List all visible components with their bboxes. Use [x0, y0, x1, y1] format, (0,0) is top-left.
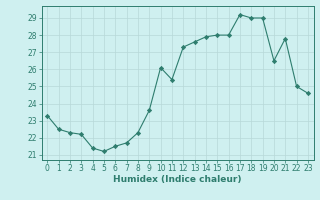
X-axis label: Humidex (Indice chaleur): Humidex (Indice chaleur) [113, 175, 242, 184]
